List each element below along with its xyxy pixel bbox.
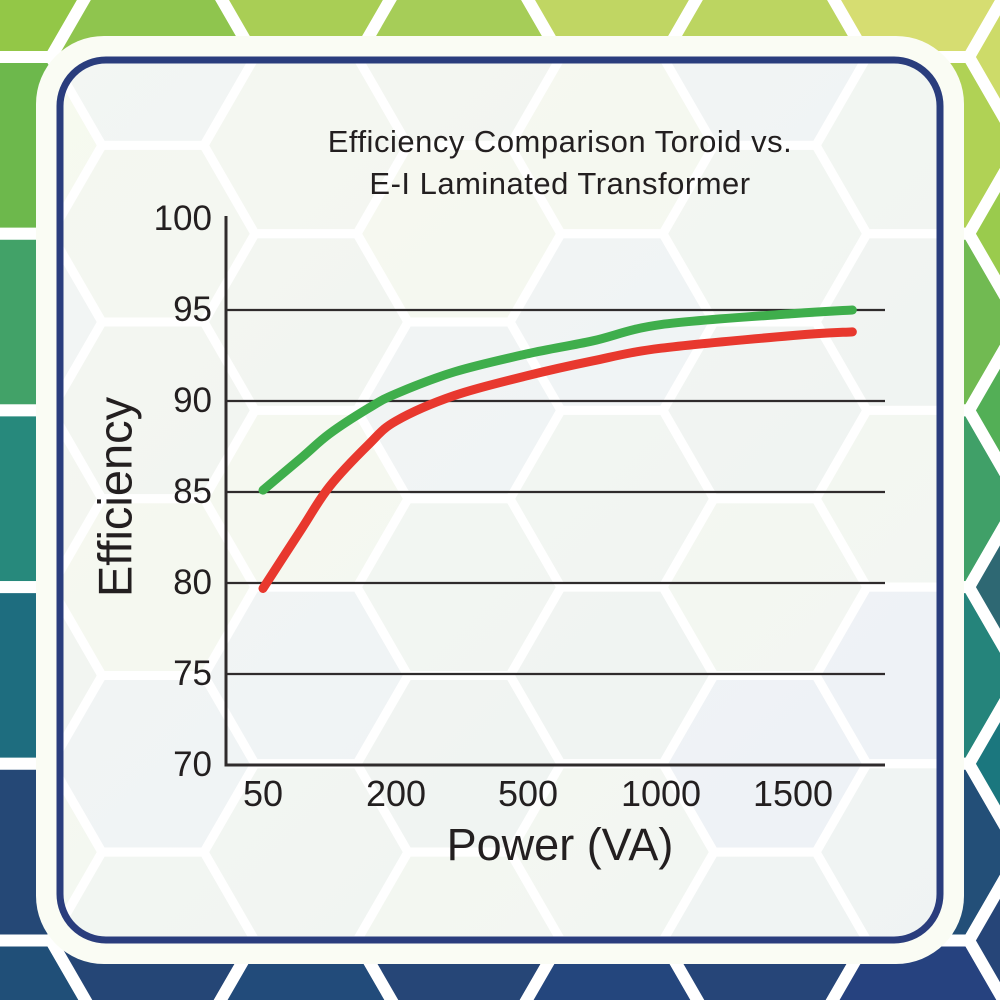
- y-tick-90: 90: [173, 381, 212, 420]
- y-tick-80: 80: [173, 563, 212, 602]
- x-tick-500: 500: [497, 773, 559, 814]
- x-tick-50: 50: [242, 773, 284, 814]
- chart-title: Efficiency Comparison Toroid vs. E-I Lam…: [120, 121, 1000, 205]
- x-axis-label: Power (VA): [446, 819, 674, 870]
- y-tick-85: 85: [173, 472, 212, 511]
- x-tick-1000: 1000: [620, 773, 702, 814]
- y-tick-100: 100: [153, 199, 212, 238]
- y-tick-75: 75: [173, 654, 212, 693]
- y-tick-95: 95: [173, 290, 212, 329]
- efficiency-chart: [224, 216, 885, 767]
- x-tick-1500: 1500: [752, 773, 834, 814]
- chart-title-line1: Efficiency Comparison Toroid vs.: [327, 124, 793, 159]
- y-tick-70: 70: [173, 745, 212, 784]
- chart-title-line2: E-I Laminated Transformer: [369, 166, 751, 201]
- card-border: [56, 56, 944, 944]
- x-tick-200: 200: [365, 773, 427, 814]
